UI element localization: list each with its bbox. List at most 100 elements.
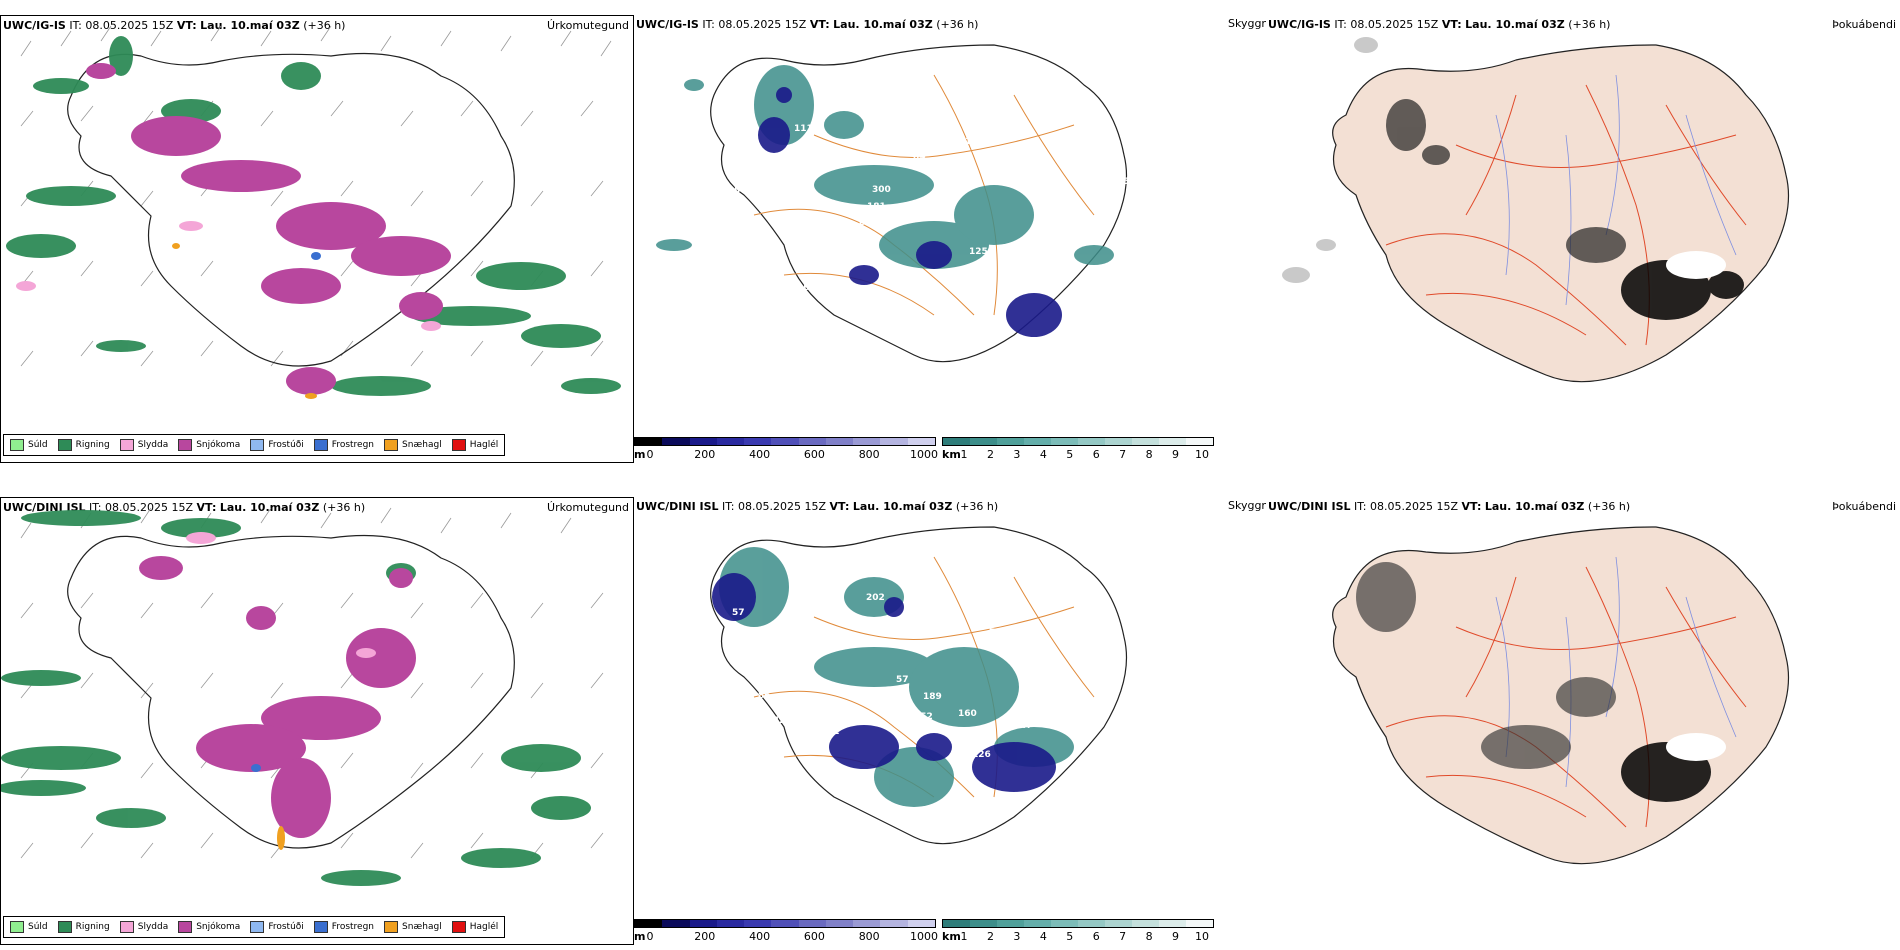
cloud-panel-2: UWC/DINI ISL IT: 08.05.2025 15Z VT: Lau.…	[634, 497, 1264, 945]
colorbar-cell	[1132, 920, 1159, 927]
colorbar-tick: 7	[1119, 930, 1127, 943]
panel-header: UWC/IG-IS IT: 08.05.2025 15Z VT: Lau. 10…	[636, 18, 979, 31]
cloud-base-label: 50	[1123, 177, 1136, 187]
precip-map	[1, 507, 604, 886]
cloud-base-label: 57	[896, 675, 909, 685]
colorbar-cell	[997, 920, 1024, 927]
colorbar-cell	[1105, 438, 1132, 445]
cloud-base-label: 22	[827, 727, 840, 737]
cloud-base-label: 304	[1084, 150, 1103, 160]
legend-item-snaehagl: Snæhagl	[384, 921, 442, 933]
colorbar-cell	[771, 438, 799, 445]
colorbar-tick: 800	[858, 930, 880, 943]
colorbar-tick: 8	[1145, 448, 1153, 461]
cloud-base-label: 176	[783, 318, 802, 328]
colorbar-tick: 9	[1172, 448, 1180, 461]
cloud-base-label: 152	[914, 712, 933, 722]
colorbar-cell	[825, 920, 854, 927]
colorbar-tick: 10	[1195, 930, 1209, 943]
colorbar-tick: 4	[1039, 930, 1047, 943]
cloud-base-label: 126	[972, 750, 991, 760]
fog-map	[1332, 526, 1789, 865]
visibility-colorbar: km 1 2 3 4 5 6 7 8 9 10	[942, 437, 1214, 461]
colorbar-cell	[635, 438, 663, 445]
colorbar-tick: 1	[960, 930, 968, 943]
legend-item-rigning: Rigning	[57, 439, 110, 451]
colorbar-cell	[907, 920, 935, 927]
colorbar-cell	[662, 438, 690, 445]
panel-header: UWC/DINI ISL IT: 08.05.2025 15Z VT: Lau.…	[1268, 500, 1631, 513]
legend-item-frostregn: Frostregn	[313, 439, 374, 451]
cloud-base-label: 293	[773, 171, 792, 181]
precip-type-panel-2: UWC/DINI ISL IT: 08.05.2025 15Z VT: Lau.…	[0, 497, 634, 945]
colorbar-cell	[689, 438, 717, 445]
cloud-base-label: 178	[1082, 790, 1101, 800]
cloud-panel-1: UWC/IG-IS IT: 08.05.2025 15Z VT: Lau. 10…	[634, 15, 1264, 463]
cloud-base-label: 86	[758, 691, 771, 701]
precip-legend: Súld Rigning Slydda Snjókoma Frostúði Fr…	[3, 434, 506, 456]
visibility-colorbar-strip	[942, 437, 1214, 446]
colorbar-tick: 3	[1013, 448, 1021, 461]
cloud-base-label: 52	[963, 747, 976, 757]
colorbar-tick: 6	[1092, 930, 1100, 943]
colorbar-cell	[880, 920, 908, 927]
colorbar-tick: 9	[1172, 930, 1180, 943]
legend-item-sudl: Súld	[10, 921, 48, 933]
colorbar-tick: 7	[1119, 448, 1127, 461]
colorbar-tick: 2	[986, 930, 994, 943]
cloud-base-label: 102	[965, 137, 984, 147]
cloud-title-1: Skyggni	[1228, 17, 1272, 30]
cloud-base-label: 111	[794, 124, 813, 134]
cloud-base-label: 119	[867, 305, 886, 315]
cloud-base-label: 12	[927, 627, 940, 637]
colorbar-cell	[853, 438, 881, 445]
colorbar-cell	[771, 920, 799, 927]
panel-header: UWC/IG-IS IT: 08.05.2025 15Z VT: Lau. 10…	[3, 19, 346, 32]
cloud-base-label: 303	[1036, 671, 1055, 681]
colorbar-cell	[853, 920, 881, 927]
cloud-base-label: 237	[906, 625, 925, 635]
height-unit: m	[634, 448, 646, 461]
colorbar-cell	[970, 438, 997, 445]
colorbar-tick: 5	[1066, 448, 1074, 461]
cloud-base-label: 47	[1020, 721, 1033, 731]
colorbar-cell	[635, 920, 663, 927]
precip-legend: Súld Rigning Slydda Snjókoma Frostúði Fr…	[3, 916, 506, 938]
visibility-colorbar: km 1 2 3 4 5 6 7 8 9 10	[942, 919, 1214, 943]
colorbar-cell	[1078, 920, 1105, 927]
panel-header: UWC/DINI ISL IT: 08.05.2025 15Z VT: Lau.…	[3, 501, 366, 514]
cloud-base-label: 181	[867, 202, 886, 212]
fog-panel-1: UWC/IG-IS IT: 08.05.2025 15Z VT: Lau. 10…	[1266, 15, 1900, 463]
cloud-base-label: 118	[757, 642, 776, 652]
legend-item-hagel: Haglél	[451, 921, 498, 933]
legend-item-snaehagl: Snæhagl	[384, 439, 442, 451]
cloud-base-label: 265	[936, 174, 955, 184]
colorbar-tick: 6	[1092, 448, 1100, 461]
colorbar-tick: 600	[803, 930, 825, 943]
colorbar-tick: 5	[1066, 930, 1074, 943]
colorbar-tick: 2	[986, 448, 994, 461]
cloud-base-label: 17	[1002, 249, 1015, 259]
cloud-base-label: 65	[834, 767, 847, 777]
colorbar-tick: 1000	[910, 448, 938, 461]
panel-title: Úrkomutegund	[547, 501, 629, 514]
cloud-base-label: 56	[734, 186, 747, 196]
cloud-base-label: 98	[1074, 598, 1087, 608]
colorbar-cell	[798, 920, 826, 927]
visibility-ticks: 1 2 3 4 5 6 7 8 9 10	[942, 448, 1214, 461]
precip-map	[6, 25, 621, 399]
cloud-base-label: 125	[969, 247, 988, 257]
colorbar-tick: 200	[694, 930, 716, 943]
colorbar-cell	[662, 920, 690, 927]
colorbar-cell	[1078, 438, 1105, 445]
cloud-base-label: 393	[748, 285, 767, 295]
colorbar-cell	[689, 920, 717, 927]
colorbar-tick: 8	[1145, 930, 1153, 943]
colorbar-tick: 1	[960, 448, 968, 461]
cloud-base-label: 61	[774, 801, 787, 811]
precip-type-panel-1: UWC/IG-IS IT: 08.05.2025 15Z VT: Lau. 10…	[0, 15, 634, 463]
cloud-base-label: 23	[971, 274, 984, 284]
cloud-map: 7195673881021371578439373137176354265171…	[656, 44, 1136, 370]
colorbar-cell	[943, 920, 970, 927]
legend-item-slydda: Slydda	[119, 921, 168, 933]
